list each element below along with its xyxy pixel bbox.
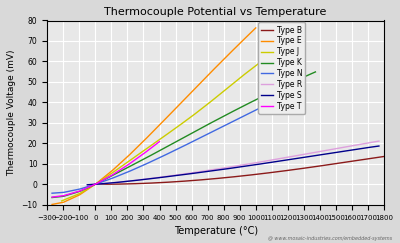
Type J xyxy=(118,166,122,169)
Type J xyxy=(192,113,197,115)
Text: @ www.mosaic-industries.com/embedded-systems: @ www.mosaic-industries.com/embedded-sys… xyxy=(268,235,392,241)
Type S xyxy=(136,179,141,182)
Type S xyxy=(160,176,165,179)
Type S xyxy=(257,163,262,166)
Line: Type S: Type S xyxy=(87,146,379,185)
Legend: Type B, Type E, Type J, Type K, Type N, Type R, Type S, Type T: Type B, Type E, Type J, Type K, Type N, … xyxy=(258,22,305,114)
Type R xyxy=(257,161,262,164)
Type T xyxy=(69,192,74,195)
Type N xyxy=(198,136,203,139)
Line: Type N: Type N xyxy=(52,87,304,193)
Type B xyxy=(224,176,228,179)
Type B xyxy=(263,172,268,175)
Type S xyxy=(376,145,381,148)
Type B xyxy=(286,169,290,172)
Line: Type T: Type T xyxy=(52,142,160,197)
Type N xyxy=(239,116,244,119)
Line: Type R: Type R xyxy=(87,141,379,185)
Type J xyxy=(230,83,234,86)
Type K xyxy=(169,143,174,146)
Type R xyxy=(217,167,222,170)
Type N xyxy=(302,86,306,88)
Type T xyxy=(130,160,135,163)
Type E xyxy=(170,111,174,113)
Type B xyxy=(167,181,172,183)
Y-axis label: Thermocouple Voltage (mV): Thermocouple Voltage (mV) xyxy=(7,49,16,176)
Line: Type E: Type E xyxy=(52,28,256,204)
Type K xyxy=(96,181,101,184)
Type T xyxy=(50,196,54,199)
Type E xyxy=(253,26,258,29)
Type K xyxy=(313,70,318,73)
Type R xyxy=(160,175,165,178)
Type N xyxy=(218,126,222,129)
Type T xyxy=(157,140,162,143)
Type S xyxy=(217,168,222,171)
Type N xyxy=(50,192,54,195)
Type E xyxy=(102,175,107,178)
Type K xyxy=(248,101,253,104)
Type E xyxy=(50,203,54,206)
Type J xyxy=(99,179,104,182)
Type N xyxy=(164,153,168,156)
Type S xyxy=(304,156,309,158)
Type R xyxy=(376,140,381,143)
Type R xyxy=(85,183,90,186)
Type B xyxy=(93,183,98,186)
Type K xyxy=(226,113,230,115)
Type J xyxy=(286,40,290,43)
X-axis label: Temperature (°C): Temperature (°C) xyxy=(174,226,258,236)
Type J xyxy=(162,135,166,138)
Type K xyxy=(50,196,54,199)
Type B xyxy=(382,155,386,158)
Type T xyxy=(98,180,103,183)
Type R xyxy=(280,157,284,160)
Type B xyxy=(310,165,315,168)
Type T xyxy=(113,172,118,174)
Type N xyxy=(114,175,119,178)
Type T xyxy=(77,190,82,192)
Type S xyxy=(85,183,90,186)
Type K xyxy=(117,170,122,173)
Line: Type B: Type B xyxy=(95,156,384,184)
Type E xyxy=(186,94,190,97)
Type K xyxy=(205,123,210,126)
Type R xyxy=(304,152,309,155)
Type B xyxy=(144,182,149,185)
Type J xyxy=(59,200,64,202)
Title: Thermocouple Potential vs Temperature: Thermocouple Potential vs Temperature xyxy=(104,7,327,17)
Type R xyxy=(136,178,141,181)
Type N xyxy=(94,182,99,185)
Type E xyxy=(142,139,146,142)
Type E xyxy=(203,76,208,79)
Line: Type K: Type K xyxy=(52,72,316,198)
Type E xyxy=(86,188,90,191)
Line: Type J: Type J xyxy=(62,42,288,201)
Type T xyxy=(121,166,126,169)
Type S xyxy=(280,159,284,162)
Type J xyxy=(210,99,215,102)
